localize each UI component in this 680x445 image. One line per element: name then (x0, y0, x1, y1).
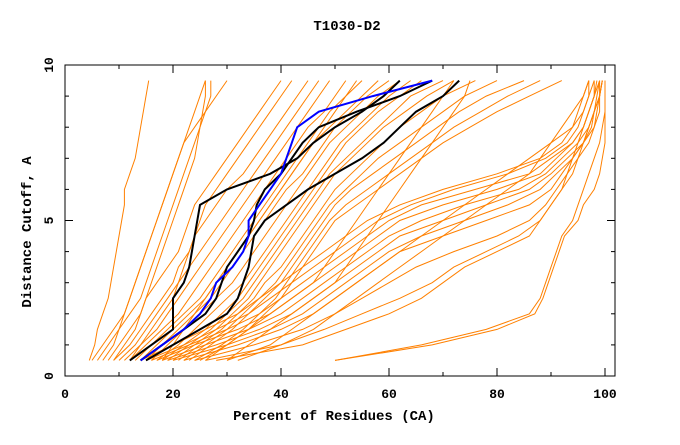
model-line-31 (216, 80, 595, 361)
model-line-39 (161, 80, 358, 361)
y-axis-label: Distance Cutoff, A (20, 156, 36, 308)
model-a-line (129, 79, 401, 362)
model-line-29 (194, 80, 603, 361)
axes: 0 20 40 60 80 100 0 5 10 (42, 57, 617, 402)
x-tick-label: 80 (489, 387, 505, 402)
model-line-21 (140, 80, 590, 361)
y-tick-label: 0 (42, 372, 57, 380)
model-blue-line (140, 79, 433, 362)
model-c-line (145, 79, 460, 362)
chart-title: T1030-D2 (313, 19, 380, 35)
model-line-36 (113, 80, 206, 361)
model-line-10 (145, 80, 390, 361)
model-line-33 (334, 80, 606, 361)
x-tick-label: 0 (61, 387, 69, 402)
model-line-27 (172, 80, 603, 361)
model-line-22 (145, 80, 595, 361)
model-line-11 (151, 80, 401, 361)
model-line-38 (129, 80, 293, 361)
plot-frame (64, 64, 616, 377)
x-tick-label: 40 (273, 387, 289, 402)
model-line-7 (129, 80, 347, 361)
model-line-40 (205, 80, 455, 361)
model-b-line (140, 79, 433, 362)
model-line-0 (88, 80, 150, 361)
model-line-32 (334, 80, 606, 361)
model-line-15 (172, 80, 455, 361)
model-line-41 (226, 80, 471, 361)
y-tick-label: 10 (42, 57, 57, 73)
model-line-35 (237, 80, 590, 361)
model-series-group (88, 80, 606, 361)
x-tick-label: 60 (381, 387, 397, 402)
y-tick-label: 5 (42, 216, 57, 224)
model-line-12 (156, 80, 411, 361)
x-tick-label: 20 (165, 387, 181, 402)
model-line-4 (113, 80, 309, 361)
x-tick-label: 100 (593, 387, 617, 402)
model-line-5 (118, 80, 320, 361)
model-line-13 (161, 80, 422, 361)
highlight-series-group (129, 79, 460, 362)
model-line-37 (102, 80, 228, 361)
x-axis-label: Percent of Residues (CA) (233, 409, 435, 425)
model-line-20 (199, 80, 563, 361)
model-line-34 (226, 80, 590, 361)
